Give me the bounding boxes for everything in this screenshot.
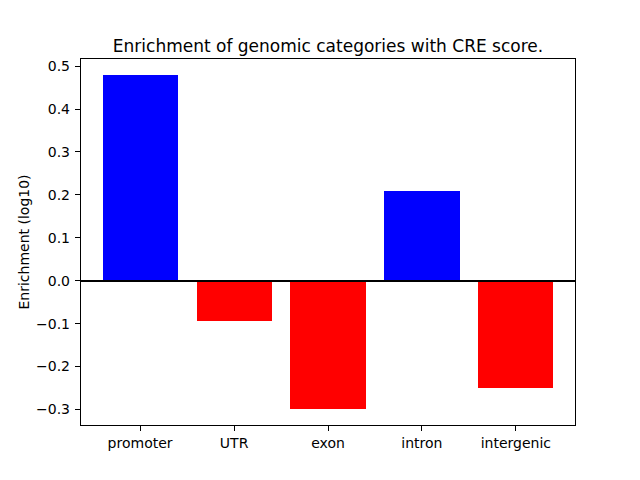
y-tick-label: 0.2 xyxy=(0,187,70,203)
y-tick-label: 0.3 xyxy=(0,144,70,160)
x-tick-label-UTR: UTR xyxy=(220,435,249,451)
y-tick-label: −0.3 xyxy=(0,401,70,417)
chart-title: Enrichment of genomic categories with CR… xyxy=(80,36,576,56)
y-tick-mark xyxy=(75,323,80,324)
y-tick-mark xyxy=(75,237,80,238)
x-tick-label-intron: intron xyxy=(401,435,442,451)
y-tick-label: −0.1 xyxy=(0,316,70,332)
y-tick-mark xyxy=(75,409,80,410)
x-tick-label-promoter: promoter xyxy=(108,435,173,451)
y-tick-mark xyxy=(75,194,80,195)
x-tick-mark xyxy=(421,426,422,431)
y-tick-mark xyxy=(75,66,80,67)
y-tick-mark xyxy=(75,109,80,110)
x-tick-mark xyxy=(234,426,235,431)
y-tick-mark xyxy=(75,366,80,367)
x-tick-mark xyxy=(140,426,141,431)
figure: Enrichment of genomic categories with CR… xyxy=(0,0,640,480)
y-tick-label: 0.4 xyxy=(0,101,70,117)
plot-area xyxy=(80,58,576,426)
y-tick-mark xyxy=(75,151,80,152)
x-tick-label-intergenic: intergenic xyxy=(481,435,551,451)
y-tick-mark xyxy=(75,280,80,281)
y-tick-label: 0.0 xyxy=(0,273,70,289)
x-tick-label-exon: exon xyxy=(311,435,345,451)
y-tick-label: −0.2 xyxy=(0,358,70,374)
x-tick-mark xyxy=(328,426,329,431)
y-tick-label: 0.1 xyxy=(0,230,70,246)
x-tick-mark xyxy=(515,426,516,431)
y-tick-label: 0.5 xyxy=(0,58,70,74)
